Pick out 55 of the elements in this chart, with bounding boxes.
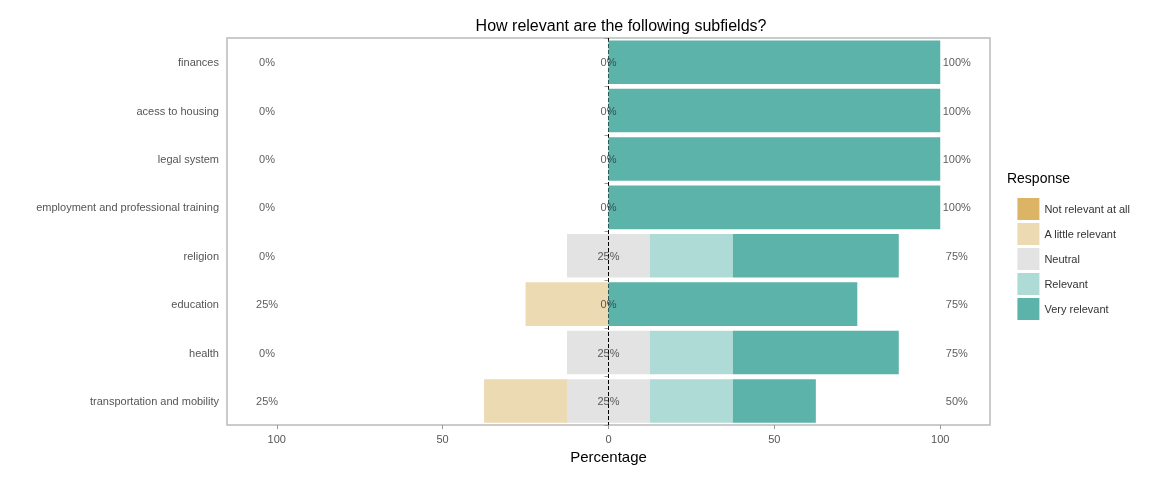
- bar: [567, 379, 650, 423]
- y-tick-label: religion: [183, 249, 219, 262]
- annotation: 0%: [259, 104, 276, 117]
- y-tick-label: legal system: [157, 152, 219, 165]
- annotation: 0%: [259, 56, 276, 69]
- bar: [484, 379, 568, 423]
- legend-label: A little relevant: [1044, 228, 1116, 240]
- annotation: 0%: [600, 298, 617, 311]
- bar: [649, 330, 733, 375]
- annotation: 25%: [256, 394, 279, 407]
- annotation: 0%: [600, 56, 617, 69]
- legend-label: Very relevant: [1044, 303, 1109, 315]
- annotation: 0%: [600, 201, 617, 214]
- chart-title: How relevant are the following subfields?: [475, 16, 767, 34]
- y-tick-label: transportation and mobility: [89, 394, 220, 407]
- bar: [732, 233, 899, 278]
- legend-title: Response: [1006, 170, 1071, 186]
- bar: [649, 233, 733, 278]
- bar: [567, 330, 650, 375]
- bar: [567, 233, 650, 278]
- annotation: 75%: [945, 346, 969, 359]
- annotation: 25%: [597, 346, 620, 359]
- bar: [732, 330, 899, 375]
- annotation: 0%: [600, 152, 617, 165]
- annotation: 50%: [945, 394, 969, 407]
- annotation: 25%: [597, 249, 620, 262]
- annotation: 75%: [945, 249, 969, 262]
- annotation: 0%: [259, 152, 276, 165]
- legend-label: Neutral: [1044, 253, 1080, 265]
- annotation: 100%: [942, 56, 972, 69]
- annotation: 0%: [259, 346, 276, 359]
- annotation: 75%: [945, 298, 969, 311]
- y-tick-label: acess to housing: [136, 104, 219, 117]
- annotation: 0%: [259, 249, 276, 262]
- annotation: 100%: [942, 201, 972, 214]
- y-tick-label: health: [189, 346, 219, 359]
- x-tick-label: 50: [768, 432, 781, 445]
- y-tick-label: employment and professional training: [36, 201, 219, 214]
- annotation: 0%: [259, 201, 276, 214]
- x-axis-title: Percentage: [570, 448, 647, 465]
- annotation: 25%: [256, 298, 279, 311]
- annotation: 25%: [597, 394, 620, 407]
- legend-label: Relevant: [1044, 278, 1088, 290]
- x-tick-label: 100: [267, 432, 286, 445]
- annotation: 100%: [942, 152, 972, 165]
- y-tick-label: finances: [178, 56, 220, 69]
- bar: [649, 379, 733, 423]
- x-tick-label: 0: [605, 432, 612, 445]
- annotation: 0%: [600, 104, 617, 117]
- bar: [732, 379, 816, 423]
- y-tick-label: education: [171, 298, 219, 311]
- x-tick-label: 100: [931, 432, 950, 445]
- annotation: 100%: [942, 104, 972, 117]
- x-tick-label: 50: [436, 432, 449, 445]
- legend-label: Not relevant at all: [1044, 203, 1131, 215]
